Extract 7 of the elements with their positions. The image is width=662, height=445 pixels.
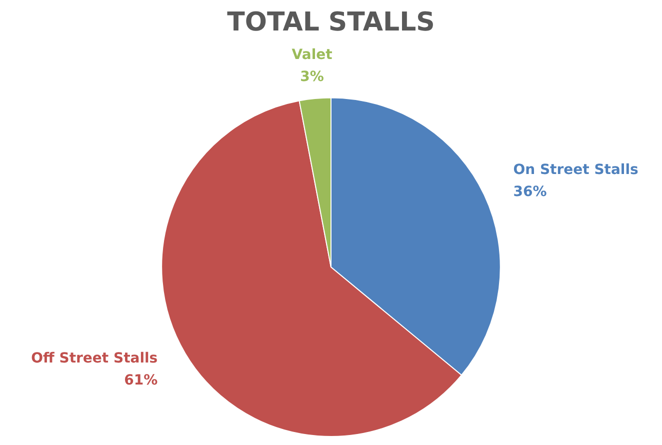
chart-title: TOTAL STALLS [227,7,435,38]
data-label: 3% [300,69,324,86]
slice-label: On Street Stalls [513,162,638,178]
data-label: 61% [124,372,158,388]
slice-label: Off Street Stalls [31,350,158,366]
data-label: 36% [513,184,547,200]
slice-label: Valet [292,47,333,64]
